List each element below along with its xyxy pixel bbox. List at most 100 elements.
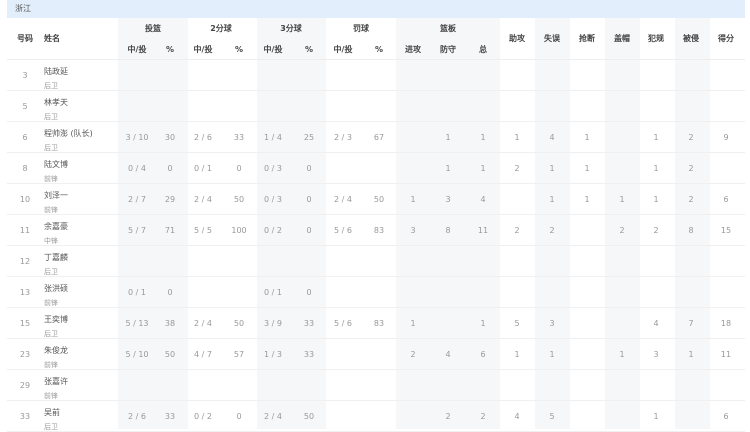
stat-cell: 1 bbox=[584, 194, 590, 204]
stat-cell bbox=[673, 277, 709, 307]
player-row[interactable]: 23 朱俊龙 前锋 5 / 10 50 4 / 7 57 1 / 3 33 2 4 6 1 1 1 3 1 11 bbox=[7, 339, 745, 370]
stat-cell bbox=[604, 401, 640, 431]
player-name-cell: 刘泽一 前锋 bbox=[44, 184, 119, 214]
stat-cell: 3 bbox=[549, 318, 555, 328]
player-name[interactable]: 陆政延 bbox=[44, 67, 68, 76]
stat-cell bbox=[325, 401, 361, 431]
stat-cell bbox=[465, 277, 501, 307]
player-name[interactable]: 林孝天 bbox=[44, 98, 68, 107]
player-name[interactable]: 王奕博 bbox=[44, 315, 68, 324]
stat-cell bbox=[499, 184, 535, 214]
player-name[interactable]: 余嘉豪 bbox=[44, 222, 68, 231]
header-sub: % bbox=[234, 44, 243, 54]
player-row[interactable]: 13 张洪硕 前锋 0 / 1 0 0 / 1 0 bbox=[7, 277, 745, 308]
player-row[interactable]: 33 吴前 后卫 2 / 6 33 0 / 2 0 2 / 4 50 2 2 4 5 1 6 bbox=[7, 401, 745, 432]
player-name-cell: 余嘉豪 中锋 bbox=[44, 215, 119, 245]
stat-cell bbox=[430, 370, 466, 400]
header-name: 姓名 bbox=[44, 34, 60, 43]
player-name[interactable]: 刘泽一 bbox=[44, 191, 68, 200]
player-row[interactable]: 11 余嘉豪 中锋 5 / 7 71 5 / 5 100 0 / 2 0 5 / 6 83 3 8 11 2… bbox=[7, 215, 745, 246]
stat-cell bbox=[499, 246, 535, 276]
stat-cell: 33 bbox=[303, 349, 315, 359]
stat-cell bbox=[499, 60, 535, 90]
stat-cell: 0 bbox=[236, 411, 242, 421]
player-number: 33 bbox=[19, 411, 31, 421]
stat-cell: 4 bbox=[480, 194, 486, 204]
stat-cell: 1 bbox=[619, 349, 625, 359]
stat-cell: 2 bbox=[619, 225, 625, 235]
player-name[interactable]: 吴前 bbox=[44, 408, 60, 417]
stat-cell bbox=[534, 60, 570, 90]
stat-cell: 3 bbox=[445, 194, 451, 204]
stat-cell bbox=[569, 246, 605, 276]
stat-cell bbox=[291, 370, 327, 400]
player-row[interactable]: 6 程帅澎 (队长) 后卫 3 / 10 30 2 / 6 33 1 / 4 25 2 / 3 67… bbox=[7, 122, 745, 153]
stat-cell: 0 / 3 bbox=[264, 163, 282, 173]
stat-cell: 0 bbox=[306, 225, 312, 235]
stat-cell bbox=[569, 215, 605, 245]
stat-cell: 1 bbox=[688, 349, 694, 359]
stat-cell: 2 / 3 bbox=[334, 132, 352, 142]
stat-cell: 33 bbox=[233, 132, 245, 142]
player-position: 前锋 bbox=[44, 175, 58, 183]
stat-cell bbox=[361, 153, 397, 183]
stat-cell bbox=[152, 246, 188, 276]
stat-cell: 0 / 2 bbox=[264, 225, 282, 235]
stat-cell bbox=[361, 370, 397, 400]
stat-cell bbox=[499, 370, 535, 400]
stat-cell bbox=[604, 308, 640, 338]
player-row[interactable]: 15 王奕博 后卫 5 / 13 38 2 / 4 50 3 / 9 33 5 / 6 83 1 1 5 3… bbox=[7, 308, 745, 339]
stat-cell bbox=[395, 91, 431, 121]
player-name[interactable]: 程帅澎 (队长) bbox=[44, 129, 93, 138]
player-number: 15 bbox=[19, 318, 31, 328]
player-name[interactable]: 丁嘉麟 bbox=[44, 253, 68, 262]
stat-cell bbox=[569, 339, 605, 369]
player-row[interactable]: 12 丁嘉麟 后卫 bbox=[7, 246, 745, 277]
stat-cell: 57 bbox=[233, 349, 245, 359]
stat-cell bbox=[325, 246, 361, 276]
stat-cell bbox=[325, 91, 361, 121]
header-ft: 罚球 bbox=[353, 23, 369, 33]
stat-cell: 1 bbox=[480, 132, 486, 142]
stat-cell bbox=[221, 60, 257, 90]
player-row[interactable]: 3 陆政延 后卫 bbox=[7, 60, 745, 91]
stat-cell bbox=[534, 91, 570, 121]
player-position: 后卫 bbox=[44, 330, 58, 338]
player-row[interactable]: 5 林孝天 后卫 bbox=[7, 91, 745, 122]
player-number: 6 bbox=[22, 132, 28, 142]
player-name[interactable]: 朱俊龙 bbox=[44, 346, 68, 355]
stat-cell: 30 bbox=[164, 132, 176, 142]
stat-cell bbox=[325, 60, 361, 90]
player-name[interactable]: 陆文博 bbox=[44, 160, 68, 169]
stat-cell bbox=[673, 60, 709, 90]
stat-cell: 2 / 4 bbox=[264, 411, 282, 421]
stat-cell: 3 bbox=[410, 225, 416, 235]
stat-cell: 8 bbox=[688, 225, 694, 235]
header-tov: 失误 bbox=[544, 34, 560, 43]
player-name[interactable]: 张洪硕 bbox=[44, 284, 68, 293]
stat-cell: 1 bbox=[549, 163, 555, 173]
player-row[interactable]: 29 张嘉许 前锋 bbox=[7, 370, 745, 401]
player-position: 后卫 bbox=[44, 82, 58, 90]
stat-cell: 83 bbox=[373, 225, 385, 235]
player-number: 12 bbox=[19, 256, 31, 266]
stat-cell: 1 bbox=[653, 194, 659, 204]
stat-cell bbox=[534, 370, 570, 400]
stat-cell: 1 bbox=[549, 194, 555, 204]
stat-cell bbox=[708, 60, 744, 90]
stat-cell: 0 / 2 bbox=[194, 411, 212, 421]
stat-cell: 1 / 4 bbox=[264, 132, 282, 142]
player-name-cell: 陆文博 前锋 bbox=[44, 153, 119, 183]
stat-cell bbox=[185, 60, 221, 90]
header-number: 号码 bbox=[17, 34, 33, 43]
stat-cell bbox=[604, 277, 640, 307]
stat-cell bbox=[708, 153, 744, 183]
stat-cell: 4 bbox=[514, 411, 520, 421]
stat-cell: 15 bbox=[720, 225, 732, 235]
player-name[interactable]: 张嘉许 bbox=[44, 377, 68, 386]
header-three: 3分球 bbox=[280, 23, 302, 33]
player-row[interactable]: 10 刘泽一 前锋 2 / 7 29 2 / 4 50 0 / 3 0 2 / 4 50 1 3 4 1 1 1… bbox=[7, 184, 745, 215]
player-row[interactable]: 8 陆文博 前锋 0 / 4 0 0 / 1 0 0 / 3 0 1 1 2 1 1 1 2 bbox=[7, 153, 745, 184]
stat-cell: 33 bbox=[303, 318, 315, 328]
header-pf: 犯规 bbox=[648, 34, 664, 43]
